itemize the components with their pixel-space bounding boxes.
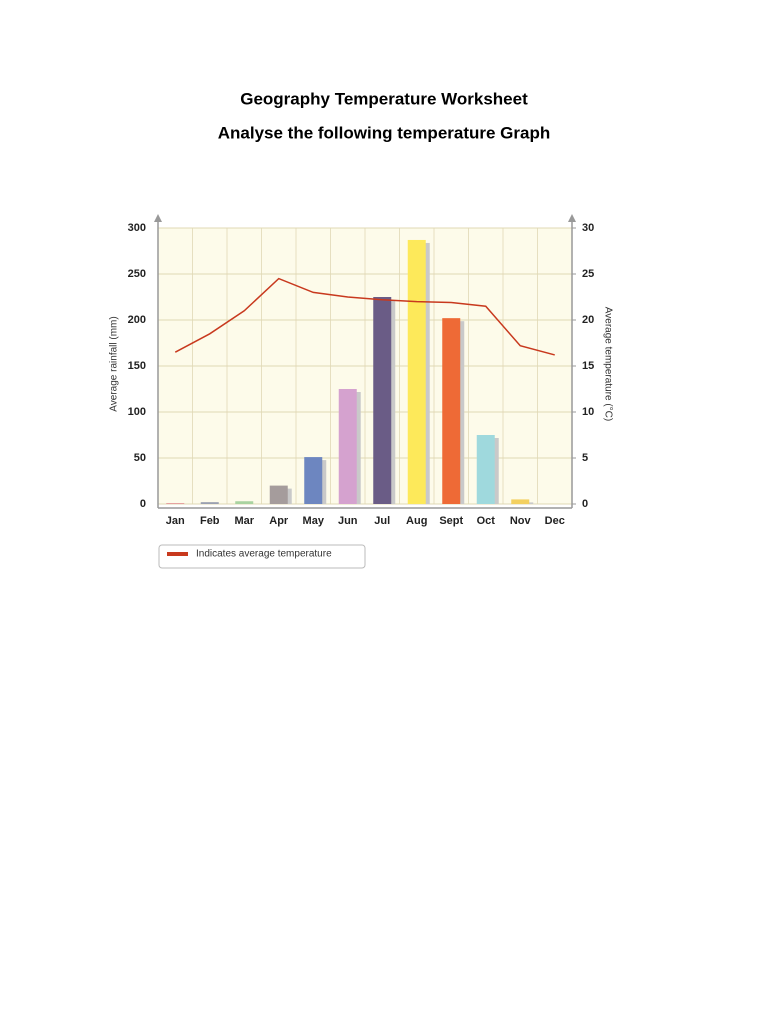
x-tick-label: Nov: [510, 515, 532, 527]
y2-axis-label: Average temperature (°C): [602, 307, 613, 421]
x-tick-label: Mar: [234, 515, 254, 527]
y-tick-label: 150: [128, 360, 146, 372]
bar: [235, 501, 254, 504]
x-tick-label: Sept: [439, 515, 463, 527]
title: Geography Temperature Worksheet: [240, 89, 528, 108]
bar: [304, 457, 323, 504]
bar: [166, 503, 185, 504]
y2-tick-label: 20: [582, 314, 594, 326]
x-tick-label: Jan: [166, 515, 185, 527]
x-tick-label: Aug: [406, 515, 427, 527]
x-tick-label: Jun: [338, 515, 358, 527]
y2-tick-label: 10: [582, 406, 594, 418]
axis-arrow: [154, 214, 162, 222]
bar: [407, 239, 426, 504]
bar: [511, 499, 530, 504]
x-tick-label: Feb: [200, 515, 220, 527]
bar: [200, 502, 219, 504]
y-tick-label: 100: [128, 406, 146, 418]
y-axis-label: Average rainfall (mm): [109, 316, 120, 411]
bar: [338, 389, 357, 504]
x-tick-label: Apr: [269, 515, 289, 527]
axis-arrow: [568, 214, 576, 222]
y2-tick-label: 25: [582, 268, 594, 280]
bar: [373, 297, 392, 504]
y-tick-label: 250: [128, 268, 146, 280]
grid: [158, 227, 572, 505]
x-tick-label: May: [303, 515, 325, 527]
subtitle: Analyse the following temperature Graph: [218, 123, 551, 142]
x-tick-label: Dec: [545, 515, 565, 527]
legend-box: [158, 544, 366, 569]
x-tick-label: Jul: [374, 515, 390, 527]
y-tick-label: 0: [140, 498, 146, 510]
bar: [269, 485, 288, 504]
y2-tick-label: 5: [582, 452, 588, 464]
y-tick-label: 300: [128, 222, 146, 234]
temperature-line: [174, 277, 555, 356]
y2-tick-label: 30: [582, 222, 594, 234]
y-tick-label: 200: [128, 314, 146, 326]
y-tick-label: 50: [134, 452, 146, 464]
bar: [476, 435, 495, 504]
marks: [166, 239, 555, 504]
bar: [442, 318, 461, 504]
x-tick-label: Oct: [477, 515, 496, 527]
y2-tick-label: 0: [582, 498, 588, 510]
legend-label: Indicates average temperature: [196, 549, 332, 560]
y2-tick-label: 15: [582, 360, 594, 372]
